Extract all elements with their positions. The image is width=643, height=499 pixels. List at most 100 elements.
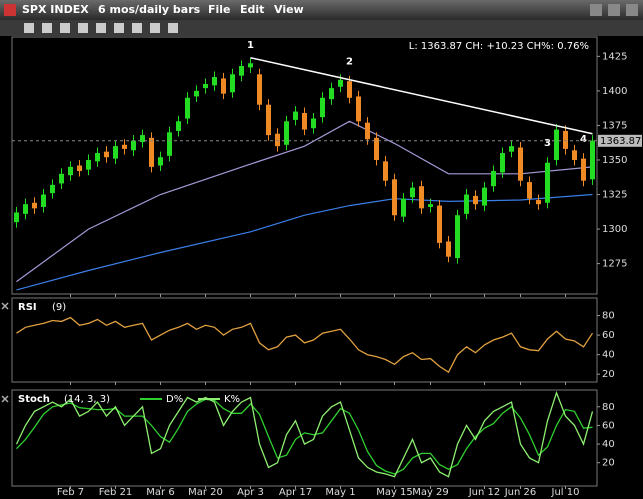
- last-price-label: 1363.87: [600, 136, 641, 147]
- menu-item[interactable]: Edit: [240, 3, 264, 16]
- annotation: 3: [544, 138, 551, 149]
- panel-title: Stoch: [18, 394, 50, 405]
- candle-body: [455, 215, 460, 259]
- candle-body: [167, 132, 172, 156]
- candle-body: [428, 204, 433, 207]
- candle-body: [104, 151, 109, 158]
- tool-icon[interactable]: [42, 23, 52, 33]
- candle-body: [59, 173, 64, 184]
- legend-label: D%: [166, 394, 183, 405]
- candle-body: [374, 137, 379, 160]
- price-frame: [11, 36, 598, 295]
- last-price-box: [598, 134, 642, 147]
- candle-body: [545, 162, 550, 203]
- y-tick-label: 1325: [602, 190, 627, 201]
- x-tick-label: May 15: [376, 487, 413, 498]
- tool-icons: [24, 23, 178, 33]
- indicator-line: [15, 390, 594, 478]
- menu-item[interactable]: View: [274, 3, 304, 16]
- candle-body: [95, 153, 100, 162]
- tool-icon[interactable]: [150, 23, 160, 33]
- annotation: 2: [346, 57, 353, 68]
- y-tick-label: 1275: [602, 259, 627, 270]
- candle-body: [329, 88, 334, 100]
- candle-body: [86, 159, 91, 170]
- candle-body: [50, 184, 55, 194]
- candle-body: [410, 187, 415, 198]
- y-tick-label: 1400: [602, 86, 627, 97]
- x-tick-label: Jul 10: [551, 487, 580, 498]
- icon-bar: [0, 20, 643, 36]
- annotation: 4: [580, 134, 587, 145]
- maximize-button[interactable]: [608, 4, 620, 16]
- annotation: 1: [247, 40, 254, 51]
- candle-body: [518, 147, 523, 181]
- panel-params: (14, 3, 3): [64, 394, 110, 405]
- y-tick-label: 80: [602, 402, 615, 413]
- candle-body: [320, 97, 325, 118]
- x-tick-label: May 29: [412, 487, 449, 498]
- candle-body: [221, 78, 226, 94]
- side-strip: [1, 302, 9, 403]
- candle-body: [509, 146, 514, 152]
- candle-body: [500, 153, 505, 173]
- tool-icon[interactable]: [96, 23, 106, 33]
- candle-body: [302, 112, 307, 130]
- candle-body: [158, 157, 163, 166]
- candle-body: [491, 171, 496, 187]
- candle-body: [230, 74, 235, 93]
- period-menu[interactable]: 6 mos/daily bars: [98, 3, 201, 16]
- indicator-line: [16, 316, 594, 374]
- y-tick-label: 60: [602, 330, 615, 341]
- candle-body: [356, 96, 361, 122]
- y-tick-label: 40: [602, 350, 615, 361]
- rsi-frame: [11, 297, 598, 383]
- candle-body: [536, 200, 541, 205]
- close-icon[interactable]: [1, 395, 9, 403]
- symbol-menu[interactable]: SPX INDEX: [22, 3, 89, 16]
- y-tick-label: 1300: [602, 224, 627, 235]
- candle-body: [572, 150, 577, 160]
- candle-body: [275, 133, 280, 147]
- panel-params: (9): [52, 302, 66, 313]
- tool-icon[interactable]: [60, 23, 70, 33]
- candle-body: [32, 202, 37, 209]
- candle-body: [392, 179, 397, 216]
- candle-body: [239, 66, 244, 76]
- close-icon[interactable]: [1, 302, 9, 310]
- stoch-frame: [11, 389, 598, 487]
- tool-icon[interactable]: [24, 23, 34, 33]
- candle-body: [527, 182, 532, 199]
- x-tick-label: Mar 6: [146, 487, 174, 498]
- y-tick-label: 1350: [602, 155, 627, 166]
- minimize-button[interactable]: [590, 4, 602, 16]
- x-tick-label: Jun 12: [468, 487, 501, 498]
- candle-body: [446, 241, 451, 257]
- tool-icon[interactable]: [132, 23, 142, 33]
- y-tick-label: 80: [602, 311, 615, 322]
- candle-body: [176, 121, 181, 131]
- candle-body: [149, 137, 154, 167]
- menu-item[interactable]: File: [208, 3, 231, 16]
- legend-label: K%: [224, 394, 240, 405]
- candle-body: [338, 79, 343, 87]
- window-buttons: [590, 4, 638, 16]
- tool-icon[interactable]: [168, 23, 178, 33]
- candle-body: [464, 194, 469, 214]
- candle-body: [401, 198, 406, 217]
- panel-title: RSI: [18, 302, 37, 313]
- tool-icon[interactable]: [78, 23, 88, 33]
- candle-body: [347, 81, 352, 98]
- app-icon[interactable]: [4, 4, 16, 16]
- close-button[interactable]: [626, 4, 638, 16]
- y-tick-label: 1425: [602, 51, 627, 62]
- candle-body: [554, 129, 559, 160]
- candle-body: [113, 146, 118, 159]
- candle-body: [122, 144, 127, 149]
- candle-body: [68, 166, 73, 176]
- tool-icon[interactable]: [114, 23, 124, 33]
- candle-body: [131, 140, 136, 151]
- candle-body: [419, 186, 424, 209]
- x-tick-label: Mar 20: [188, 487, 223, 498]
- candle-body: [14, 212, 19, 223]
